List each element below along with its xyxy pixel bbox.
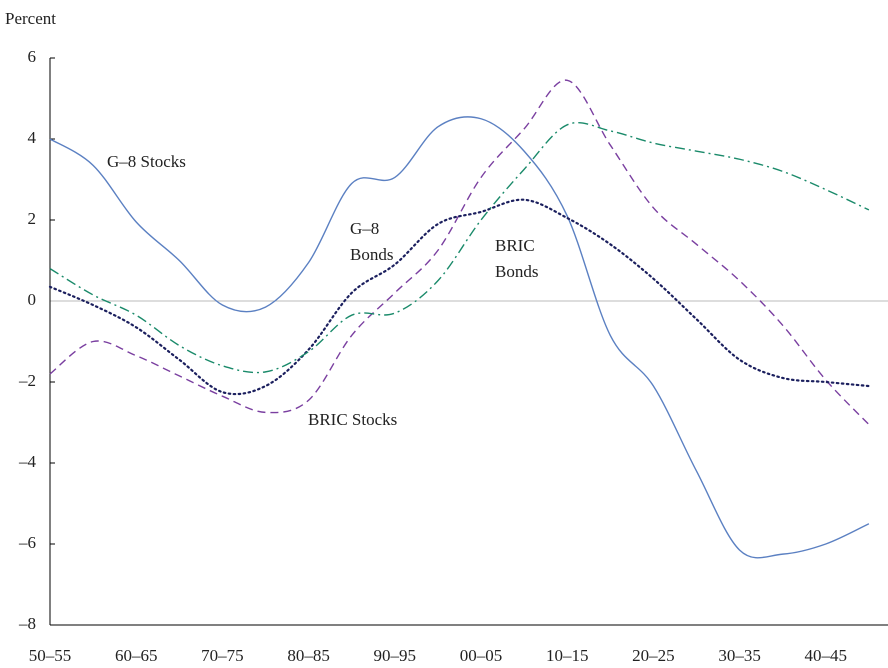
annotation: BRIC Stocks [308,410,397,429]
series-line [48,198,870,396]
annotation: G–8 Stocks [107,152,186,171]
series-line [49,79,870,426]
series-line [49,121,870,374]
x-tick-label: 60–65 [115,646,158,665]
y-tick-label: –2 [18,371,36,390]
x-tick-label: 30–35 [718,646,761,665]
x-tick-label: 80–85 [287,646,330,665]
x-tick-label: 40–45 [805,646,848,665]
y-tick-label: 6 [28,47,37,66]
x-tick-label: 20–25 [632,646,675,665]
y-tick-label: 0 [28,290,37,309]
y-tick-label: –4 [18,452,37,471]
y-tick-label: 4 [28,128,37,147]
annotation: Bonds [495,262,538,281]
y-tick-label: –6 [18,533,36,552]
x-tick-label: 70–75 [201,646,244,665]
series-line [49,116,870,559]
y-tick-label: –8 [18,614,36,633]
y-axis-label: Percent [5,9,56,28]
y-tick-label: 2 [28,209,37,228]
annotation: BRIC [495,236,535,255]
annotation: G–8 [350,219,379,238]
annotation: Bonds [350,245,393,264]
x-tick-label: 90–95 [374,646,417,665]
x-tick-label: 50–55 [29,646,72,665]
x-tick-label: 10–15 [546,646,589,665]
x-tick-label: 00–05 [460,646,503,665]
